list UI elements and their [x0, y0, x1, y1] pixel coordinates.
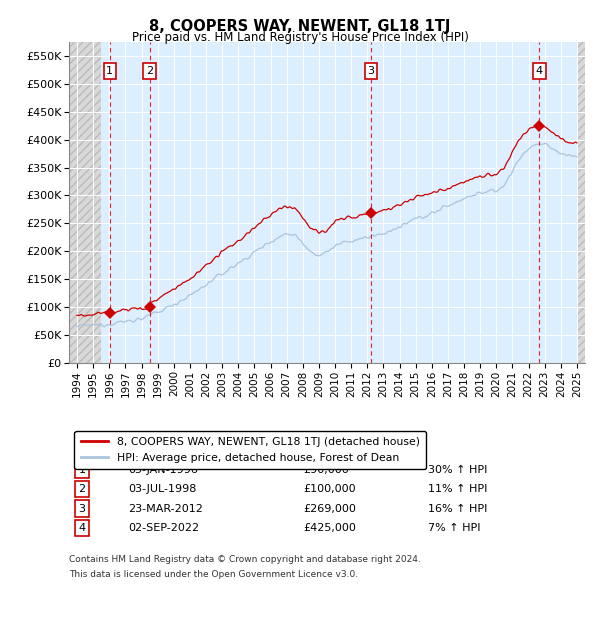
Text: £425,000: £425,000 [304, 523, 356, 533]
Text: 3: 3 [368, 66, 374, 76]
Text: 8, COOPERS WAY, NEWENT, GL18 1TJ: 8, COOPERS WAY, NEWENT, GL18 1TJ [149, 19, 451, 33]
Text: 30% ↑ HPI: 30% ↑ HPI [428, 465, 487, 475]
Text: 7% ↑ HPI: 7% ↑ HPI [428, 523, 480, 533]
Text: 3: 3 [79, 503, 85, 513]
Text: £100,000: £100,000 [304, 484, 356, 494]
Bar [69, 42, 101, 363]
Text: 05-JAN-1996: 05-JAN-1996 [128, 465, 198, 475]
Text: 1: 1 [106, 66, 113, 76]
Text: 23-MAR-2012: 23-MAR-2012 [128, 503, 203, 513]
Bar [577, 42, 585, 363]
Text: 11% ↑ HPI: 11% ↑ HPI [428, 484, 487, 494]
Text: 2: 2 [146, 66, 153, 76]
Bar [69, 42, 101, 363]
Text: 03-JUL-1998: 03-JUL-1998 [128, 484, 197, 494]
Text: 16% ↑ HPI: 16% ↑ HPI [428, 503, 487, 513]
Text: 4: 4 [536, 66, 543, 76]
Text: This data is licensed under the Open Government Licence v3.0.: This data is licensed under the Open Gov… [69, 570, 358, 580]
Text: 02-SEP-2022: 02-SEP-2022 [128, 523, 199, 533]
Text: 1: 1 [79, 465, 85, 475]
Bar [577, 42, 585, 363]
Text: 4: 4 [79, 523, 85, 533]
Text: Price paid vs. HM Land Registry's House Price Index (HPI): Price paid vs. HM Land Registry's House … [131, 31, 469, 44]
Text: £90,000: £90,000 [304, 465, 350, 475]
Text: £269,000: £269,000 [304, 503, 356, 513]
Legend: 8, COOPERS WAY, NEWENT, GL18 1TJ (detached house), HPI: Average price, detached : 8, COOPERS WAY, NEWENT, GL18 1TJ (detach… [74, 431, 426, 469]
Text: Contains HM Land Registry data © Crown copyright and database right 2024.: Contains HM Land Registry data © Crown c… [69, 555, 421, 564]
Text: 2: 2 [79, 484, 85, 494]
